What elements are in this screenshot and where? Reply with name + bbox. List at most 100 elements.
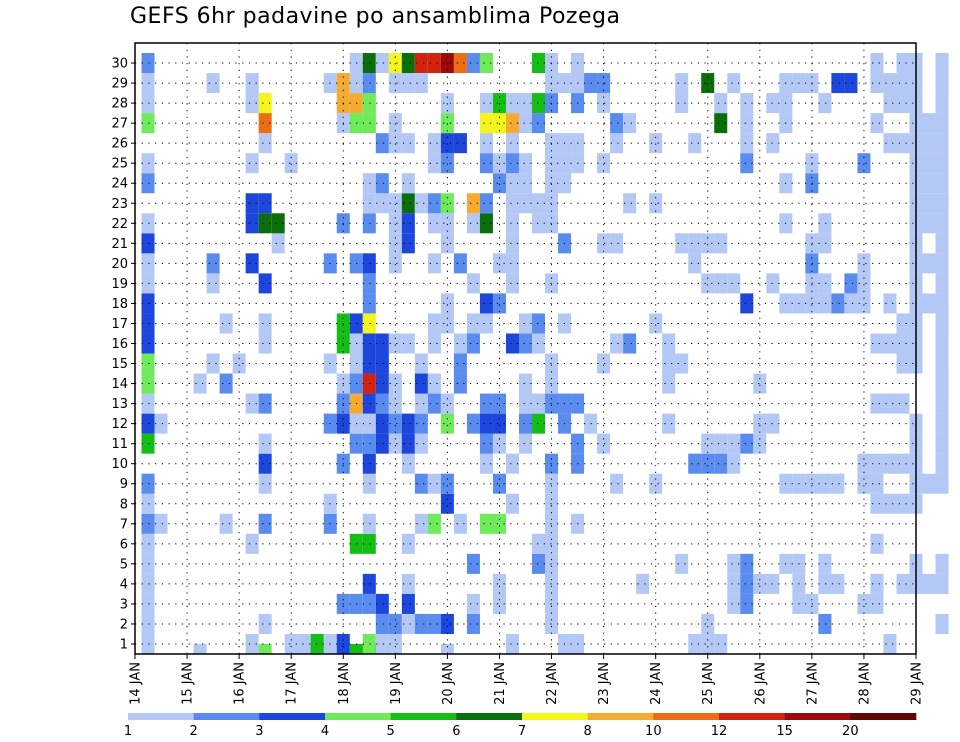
heatmap-cell	[505, 493, 519, 514]
heatmap-cell	[453, 53, 467, 74]
heatmap-cell	[427, 193, 441, 214]
chart-title: GEFS 6hr padavine po ansamblima Pozega	[130, 4, 621, 29]
heatmap-cell	[818, 273, 832, 294]
heatmap-cell	[701, 453, 715, 474]
heatmap-cell	[935, 133, 949, 154]
heatmap-cell	[414, 433, 428, 454]
heatmap-cell	[141, 213, 155, 234]
heatmap-cell	[662, 353, 676, 374]
y-tick-label: 19	[111, 277, 128, 292]
heatmap-cell	[532, 393, 546, 414]
heatmap-cell	[636, 573, 650, 594]
heatmap-cell	[479, 53, 493, 74]
heatmap-cell	[831, 293, 845, 314]
heatmap-cell	[922, 133, 936, 154]
heatmap-cell	[727, 273, 741, 294]
heatmap-cell	[284, 633, 298, 654]
heatmap-cell	[766, 93, 780, 114]
heatmap-cell	[401, 433, 415, 454]
heatmap-cell	[935, 413, 949, 434]
heatmap-cell	[141, 293, 155, 314]
heatmap-cell	[466, 273, 480, 294]
cells-layer	[141, 53, 949, 654]
heatmap-cell	[375, 393, 389, 414]
heatmap-cell	[883, 633, 897, 654]
heatmap-cell	[701, 613, 715, 634]
heatmap-cell	[141, 93, 155, 114]
heatmap-cell	[518, 373, 533, 394]
heatmap-cell	[414, 613, 428, 634]
heatmap-cell	[688, 633, 702, 654]
heatmap-cell	[505, 453, 519, 474]
colorbar-label: 12	[711, 724, 728, 739]
heatmap-cell	[610, 113, 624, 134]
heatmap-cell	[532, 93, 546, 114]
heatmap-cell	[414, 413, 428, 434]
heatmap-cell	[935, 73, 949, 94]
heatmap-cell	[935, 393, 949, 414]
heatmap-cell	[532, 313, 546, 334]
x-tick-label: 28 JAN	[857, 662, 872, 705]
heatmap-cell	[440, 473, 454, 494]
heatmap-cell	[375, 373, 389, 394]
heatmap-cell	[414, 393, 428, 414]
y-tick-label: 24	[111, 177, 128, 192]
heatmap-cell	[623, 113, 637, 134]
heatmap-cell	[245, 213, 259, 234]
y-tick-label: 2	[120, 617, 128, 632]
heatmap-cell	[597, 433, 611, 454]
heatmap-cell	[362, 313, 376, 334]
heatmap-cell	[466, 333, 480, 354]
heatmap-cell	[883, 73, 897, 94]
heatmap-cell	[427, 153, 441, 174]
heatmap-cell	[935, 333, 949, 354]
y-tick-label: 9	[120, 477, 128, 492]
heatmap-cell	[831, 473, 845, 494]
heatmap-cell	[883, 133, 897, 154]
heatmap-cell	[245, 253, 259, 274]
heatmap-cell	[935, 273, 949, 294]
heatmap-cell	[479, 113, 493, 134]
heatmap-cell	[870, 573, 884, 594]
heatmap-cell	[440, 233, 454, 254]
heatmap-cell	[935, 293, 949, 314]
heatmap-cell	[727, 433, 741, 454]
heatmap-cell	[193, 643, 207, 654]
heatmap-cell	[518, 113, 533, 134]
heatmap-cell	[141, 53, 155, 74]
x-tick-label: 24 JAN	[649, 662, 664, 705]
heatmap-cell	[401, 173, 415, 194]
heatmap-cell	[688, 133, 702, 154]
heatmap-cell	[870, 493, 884, 514]
y-tick-label: 28	[111, 97, 128, 112]
heatmap-cell	[479, 453, 493, 474]
heatmap-cell	[427, 613, 441, 634]
heatmap-cell	[675, 233, 689, 254]
heatmap-cell	[740, 433, 754, 454]
heatmap-cell	[922, 193, 936, 214]
heatmap-cell	[727, 573, 741, 594]
heatmap-cell	[427, 313, 441, 334]
y-tick-label: 13	[111, 397, 128, 412]
heatmap-cell	[844, 273, 858, 294]
heatmap-cell	[922, 293, 936, 314]
heatmap-cell	[388, 53, 402, 74]
heatmap-cell	[414, 353, 428, 374]
heatmap-cell	[492, 473, 506, 494]
heatmap-cell	[362, 173, 376, 194]
heatmap-cell	[258, 473, 272, 494]
heatmap-cell	[935, 313, 949, 334]
heatmap-cell	[141, 593, 155, 614]
y-tick-label: 4	[120, 577, 128, 592]
heatmap-cell	[206, 273, 220, 294]
heatmap-cell	[584, 413, 598, 434]
heatmap-cell	[427, 133, 441, 154]
heatmap-cell	[518, 333, 533, 354]
heatmap-cell	[818, 553, 832, 574]
heatmap-cell	[401, 133, 415, 154]
heatmap-cell	[258, 213, 272, 234]
heatmap-cell	[271, 233, 285, 254]
heatmap-cell	[427, 473, 441, 494]
heatmap-cell	[297, 633, 311, 654]
